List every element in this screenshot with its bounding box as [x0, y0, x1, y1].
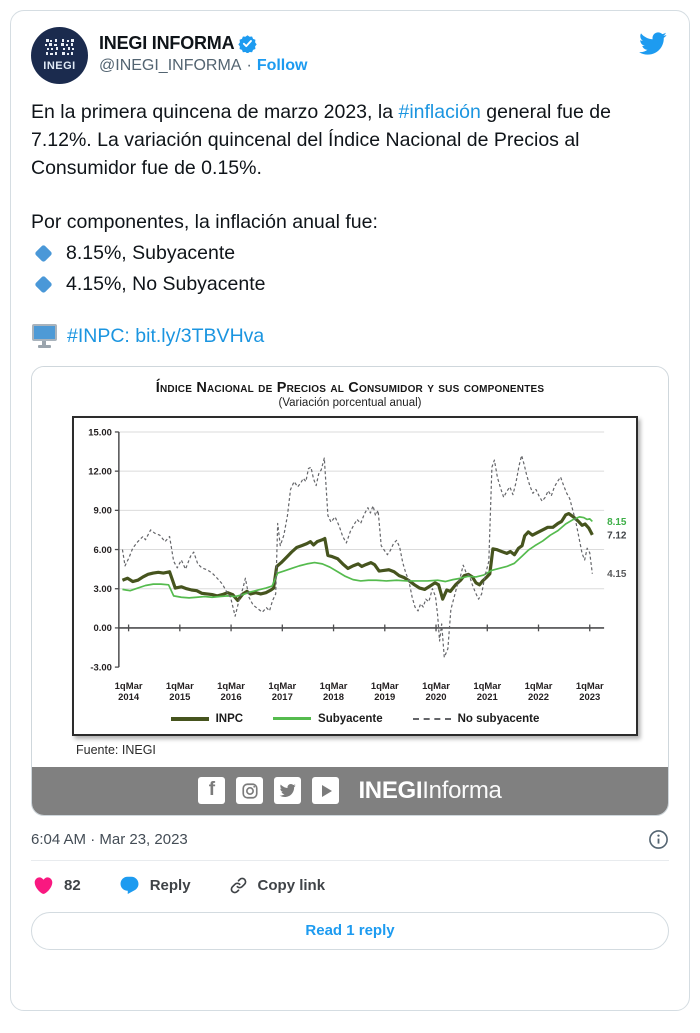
hashtag-inpc[interactable]: #INPC:: [67, 325, 130, 347]
svg-text:1qMar: 1qMar: [166, 681, 194, 692]
legend-swatch-no-subyacente: [412, 717, 451, 720]
svg-text:2017: 2017: [272, 692, 293, 703]
author-block: INEGI INFORMA @INEGI_INFORMA · Follow: [99, 27, 307, 75]
components-intro: Por componentes, la inflación anual fue:: [31, 211, 378, 233]
legend-swatch-inpc: [170, 716, 209, 721]
inegi-banner: f INEGIInforma: [32, 766, 668, 815]
actions-row: 82 Reply Copy link: [31, 861, 669, 910]
bullet-no-subyacente: 4.15%, No Subyacente: [31, 270, 669, 298]
blank-line: [31, 182, 669, 208]
inpc-link-row: #INPC: bit.ly/3TBVHva: [31, 322, 669, 350]
twitter-icon: [274, 777, 302, 805]
blue-diamond-icon: [34, 243, 53, 263]
avatar-inegi-text: INEGI: [43, 60, 76, 72]
facebook-icon: f: [198, 777, 226, 805]
inegi-logo-pixels: [44, 39, 74, 55]
legend-no-subyacente: No subyacente: [412, 713, 539, 725]
desktop-computer-icon: [31, 323, 57, 349]
svg-text:2023: 2023: [579, 692, 600, 703]
reply-button[interactable]: Reply: [149, 876, 191, 894]
svg-text:1qMar: 1qMar: [473, 681, 501, 692]
hashtag-inflacion[interactable]: #inflación: [398, 101, 481, 123]
info-circle-icon[interactable]: [648, 829, 669, 850]
svg-text:2015: 2015: [169, 692, 190, 703]
svg-text:4.15: 4.15: [607, 569, 627, 580]
like-count[interactable]: 82: [64, 876, 81, 894]
svg-text:0.00: 0.00: [93, 623, 111, 634]
separator-dot: ·: [246, 57, 252, 74]
svg-text:9.00: 9.00: [93, 506, 111, 517]
inegi-informa-wordmark: INEGIInforma: [358, 776, 502, 804]
chart-title: Índice Nacional de Precios al Consumidor…: [155, 380, 545, 396]
svg-text:15.00: 15.00: [88, 427, 112, 438]
chart-subtitle: (Variación porcentual anual): [278, 397, 422, 409]
inflation-chart-svg: 15.0012.009.006.003.000.00-3.001qMar2014…: [88, 427, 627, 703]
svg-text:2021: 2021: [477, 692, 498, 703]
timestamp-row: 6:04 AM · Mar 23, 2023: [31, 829, 669, 850]
avatar[interactable]: INEGI: [31, 27, 88, 84]
legend-inpc: INPC: [170, 713, 243, 725]
tweet-text-part1: En la primera quincena de marzo 2023, la: [31, 101, 399, 123]
svg-text:8.15: 8.15: [607, 517, 627, 528]
tweet-header: INEGI INEGI INFORMA @INEGI_INFORMA · Fol…: [31, 27, 669, 84]
bullet-text: 4.15%, No Subyacente: [66, 273, 266, 295]
timestamp[interactable]: 6:04 AM · Mar 23, 2023: [31, 830, 188, 848]
footer-divider: [31, 859, 669, 861]
svg-text:2016: 2016: [221, 692, 242, 703]
youtube-icon: [312, 777, 340, 805]
svg-text:2014: 2014: [118, 692, 140, 703]
svg-text:6.00: 6.00: [93, 545, 111, 556]
svg-text:1qMar: 1qMar: [320, 681, 348, 692]
svg-text:7.12: 7.12: [607, 530, 627, 541]
svg-text:-3.00: -3.00: [90, 662, 112, 673]
link-icon[interactable]: [229, 876, 248, 895]
verified-badge-icon: [238, 35, 258, 53]
author-name[interactable]: INEGI INFORMA: [99, 33, 235, 53]
svg-text:1qMar: 1qMar: [422, 681, 450, 692]
svg-text:2022: 2022: [528, 692, 549, 703]
reply-bubble-icon[interactable]: [119, 875, 140, 896]
svg-text:1qMar: 1qMar: [576, 681, 604, 692]
chart-source: Fuente: INEGI: [76, 742, 156, 757]
copy-link-button[interactable]: Copy link: [257, 876, 326, 894]
read-reply-button[interactable]: Read 1 reply: [31, 911, 669, 950]
svg-text:1qMar: 1qMar: [268, 681, 296, 692]
chart-legend: INPC Subyacente No subyacente: [76, 711, 634, 730]
svg-text:2020: 2020: [426, 692, 447, 703]
legend-subyacente: Subyacente: [273, 713, 383, 725]
svg-text:12.00: 12.00: [88, 466, 112, 477]
follow-button[interactable]: Follow: [256, 57, 308, 74]
svg-text:1qMar: 1qMar: [115, 681, 143, 692]
svg-text:1qMar: 1qMar: [371, 681, 399, 692]
legend-swatch-subyacente: [273, 717, 312, 721]
heart-icon[interactable]: [33, 875, 54, 896]
svg-text:2018: 2018: [323, 692, 344, 703]
tweet-text-part2: general fue de 7.12%. La variación quinc…: [31, 101, 611, 179]
bullet-text: 8.15%, Subyacente: [66, 242, 236, 264]
instagram-icon: [236, 777, 264, 805]
bitly-link[interactable]: bit.ly/3TBVHva: [135, 325, 265, 347]
svg-text:2019: 2019: [374, 692, 395, 703]
svg-text:1qMar: 1qMar: [525, 681, 553, 692]
chart-plot-box: 15.00 12.00 9.00 6.00 3.00 0.00 -3.00 1qMar 2014…: [72, 416, 638, 736]
tweet-card: INEGI INEGI INFORMA @INEGI_INFORMA · Fol…: [10, 10, 690, 1011]
svg-text:1qMar: 1qMar: [217, 681, 245, 692]
tweet-body: En la primera quincena de marzo 2023, la…: [31, 98, 669, 350]
bullet-subyacente: 8.15%, Subyacente: [31, 239, 669, 267]
tweet-media[interactable]: Índice Nacional de Precios al Consumidor…: [31, 366, 669, 816]
twitter-bird-icon[interactable]: [638, 29, 667, 63]
chart-area: Índice Nacional de Precios al Consumidor…: [32, 367, 668, 757]
svg-text:3.00: 3.00: [93, 584, 111, 595]
blue-diamond-icon: [34, 274, 53, 294]
author-handle[interactable]: @INEGI_INFORMA: [99, 57, 242, 74]
